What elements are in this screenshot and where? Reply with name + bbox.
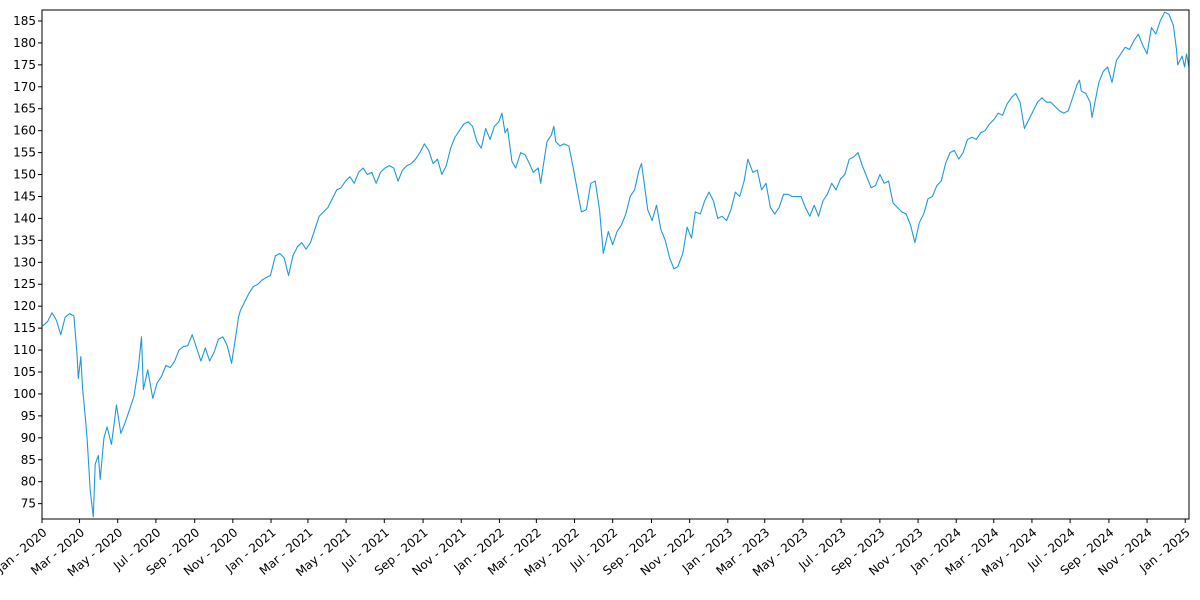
y-tick-label: 140 xyxy=(13,211,36,225)
y-axis: 75 80 85 90 95 100 105 110 115 120 125 130 135 140 145… xyxy=(13,14,42,511)
y-tick-label: 155 xyxy=(13,146,36,160)
y-tick-label: 85 xyxy=(21,453,36,467)
plot-frame xyxy=(41,9,1190,520)
y-tick-label: 150 xyxy=(13,168,36,182)
y-tick-label: 95 xyxy=(21,409,36,423)
y-tick-label: 105 xyxy=(13,365,36,379)
y-tick-label: 100 xyxy=(13,387,36,401)
y-tick-label: 160 xyxy=(13,124,36,138)
y-tick-label: 130 xyxy=(13,255,36,269)
y-tick-label: 170 xyxy=(13,80,36,94)
y-tick-label: 115 xyxy=(13,321,36,335)
y-tick-label: 180 xyxy=(13,36,36,50)
y-tick-label: 175 xyxy=(13,58,36,72)
y-tick-label: 185 xyxy=(13,14,36,28)
plot-area xyxy=(41,9,1190,520)
y-tick-label: 145 xyxy=(13,189,36,203)
y-tick-label: 75 xyxy=(21,497,36,511)
y-tick-label: 90 xyxy=(21,431,36,445)
price-series-line xyxy=(42,11,1189,518)
y-tick-label: 135 xyxy=(13,233,36,247)
y-tick-label: 125 xyxy=(13,277,36,291)
y-tick-label: 80 xyxy=(21,475,36,489)
y-tick-label: 165 xyxy=(13,102,36,116)
y-tick-label: 110 xyxy=(13,343,36,357)
y-tick-label: 120 xyxy=(13,299,36,313)
